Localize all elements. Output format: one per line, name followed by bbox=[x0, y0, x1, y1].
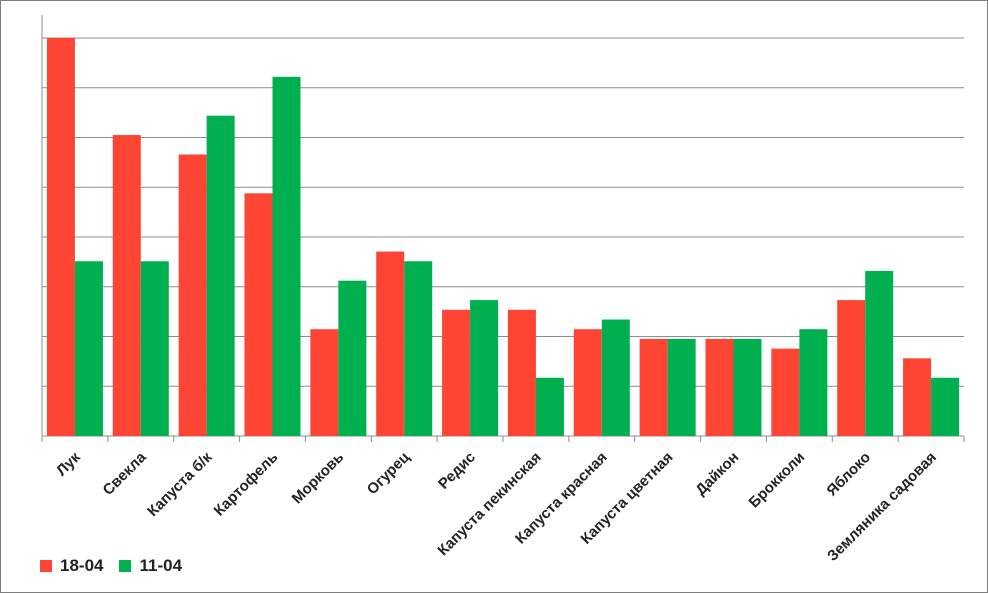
x-tick-label: Редис bbox=[435, 449, 479, 493]
bar-18-04-8 bbox=[507, 309, 536, 436]
bar-11-04-3 bbox=[206, 115, 235, 436]
bar-18-04-4 bbox=[244, 193, 273, 436]
bar-18-04-9 bbox=[573, 329, 602, 436]
x-tick-label: Капуста б/к bbox=[144, 448, 216, 520]
x-tick-label: Брокколи bbox=[746, 449, 809, 512]
bar-18-04-6 bbox=[376, 251, 405, 436]
x-tick-label: Свекла bbox=[100, 448, 150, 498]
x-tick-label: Морковь bbox=[289, 449, 348, 508]
legend-label-series-2: 11-04 bbox=[139, 556, 183, 575]
legend-item-series-1: 18-04 bbox=[40, 556, 103, 576]
bar-18-04-11 bbox=[705, 338, 734, 436]
bar-11-04-5 bbox=[338, 280, 367, 436]
bar-18-04-3 bbox=[178, 154, 207, 437]
x-tick-label: Дайкон bbox=[692, 449, 742, 499]
bar-11-04-6 bbox=[404, 261, 433, 436]
bar-18-04-2 bbox=[112, 135, 141, 436]
bar-11-04-4 bbox=[272, 76, 301, 436]
bar-11-04-10 bbox=[667, 338, 696, 436]
bar-11-04-2 bbox=[140, 261, 169, 436]
bar-11-04-13 bbox=[865, 270, 894, 436]
bar-18-04-5 bbox=[310, 329, 339, 436]
x-tick-label: Яблоко bbox=[823, 449, 874, 500]
legend-swatch-series-2 bbox=[119, 560, 132, 572]
bar-11-04-14 bbox=[931, 377, 960, 436]
bar-11-04-1 bbox=[74, 261, 103, 436]
bar-11-04-7 bbox=[470, 300, 499, 436]
bar-11-04-11 bbox=[733, 338, 762, 436]
bar-18-04-10 bbox=[639, 338, 668, 436]
bar-11-04-8 bbox=[535, 377, 564, 436]
bar-11-04-9 bbox=[601, 319, 630, 436]
bar-18-04-7 bbox=[442, 309, 471, 436]
legend-label-series-1: 18-04 bbox=[60, 556, 104, 575]
legend: 18-04 11-04 bbox=[40, 556, 182, 576]
bar-18-04-14 bbox=[903, 358, 932, 436]
x-tick-label: Лук bbox=[53, 448, 84, 479]
bar-18-04-13 bbox=[837, 300, 866, 436]
bar-18-04-12 bbox=[771, 348, 800, 436]
legend-swatch-series-1 bbox=[40, 560, 52, 572]
x-tick-label: Земляника садовая bbox=[824, 449, 940, 565]
bar-18-04-1 bbox=[46, 38, 75, 436]
x-tick-label: Огурец bbox=[364, 448, 414, 498]
x-tick-label: Картофель bbox=[211, 449, 282, 520]
bar-11-04-12 bbox=[799, 329, 828, 436]
legend-item-series-2: 11-04 bbox=[119, 556, 182, 576]
